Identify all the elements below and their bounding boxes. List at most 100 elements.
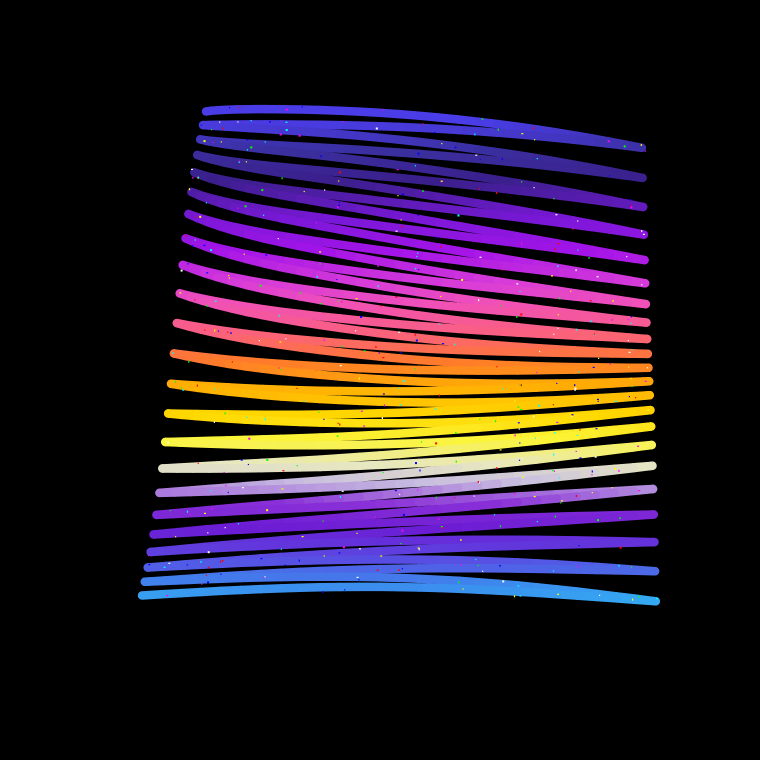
- speckle-dot: [442, 526, 444, 529]
- speckle-dot: [238, 161, 240, 163]
- speckle-dot: [611, 487, 613, 489]
- speckle-dot: [440, 295, 442, 298]
- speckle-dot: [284, 564, 286, 566]
- speckle-dot: [618, 564, 620, 567]
- speckle-dot: [627, 319, 629, 321]
- speckle-dot: [280, 369, 282, 371]
- speckle-dot: [416, 255, 418, 258]
- speckle-dot: [278, 314, 280, 317]
- speckle-dot: [204, 512, 206, 514]
- speckle-dot: [458, 581, 460, 584]
- speckle-dot: [533, 415, 535, 418]
- speckle-dot: [440, 245, 442, 248]
- speckle-dot: [477, 481, 479, 483]
- speckle-dot: [552, 470, 555, 472]
- speckle-dot: [499, 449, 502, 451]
- speckle-dot: [248, 437, 251, 440]
- speckle-dot: [499, 565, 501, 567]
- speckle-dot: [192, 245, 194, 248]
- speckle-dot: [400, 219, 402, 221]
- speckle-dot: [205, 202, 207, 204]
- speckle-dot: [479, 256, 482, 258]
- speckle-dot: [536, 158, 538, 160]
- speckle-dot: [225, 485, 227, 487]
- speckle-dot: [538, 404, 541, 407]
- speckle-dot: [337, 422, 339, 424]
- speckle-dot: [147, 554, 150, 557]
- speckle-dot: [422, 123, 424, 125]
- speckle-dot: [282, 470, 285, 472]
- speckle-dot: [379, 305, 382, 307]
- speckle-dot: [166, 595, 169, 597]
- speckle-dot: [238, 160, 241, 162]
- speckle-dot: [320, 155, 322, 158]
- speckle-dot: [285, 338, 287, 340]
- speckle-dot: [637, 445, 640, 447]
- speckle-dot: [278, 367, 280, 369]
- speckle-dot: [210, 249, 213, 252]
- speckle-dot: [301, 536, 304, 538]
- speckle-dot: [261, 189, 264, 192]
- speckle-dot: [168, 562, 171, 564]
- speckle-dot: [630, 205, 633, 207]
- speckle-dot: [474, 133, 476, 136]
- speckle-dot: [521, 181, 523, 183]
- speckle-dot: [497, 128, 499, 131]
- speckle-dot: [194, 299, 196, 301]
- speckle-dot: [401, 193, 404, 196]
- speckle-dot: [397, 387, 400, 389]
- speckle-dot: [211, 129, 213, 131]
- speckle-dot: [591, 470, 593, 473]
- speckle-dot: [415, 339, 418, 342]
- speckle-dot: [198, 176, 200, 179]
- speckle-dot: [460, 564, 462, 566]
- speckle-dot: [555, 214, 558, 216]
- speckle-dot: [188, 360, 190, 363]
- speckle-dot: [552, 404, 554, 406]
- speckle-dot: [519, 384, 522, 386]
- speckle-dot: [557, 327, 559, 329]
- speckle-dot: [219, 121, 221, 123]
- speckle-dot: [618, 469, 620, 472]
- speckle-dot: [642, 233, 645, 235]
- speckle-dot: [552, 570, 555, 572]
- speckle-dot: [501, 269, 503, 271]
- speckle-dot: [195, 216, 197, 218]
- speckle-dot: [207, 581, 210, 584]
- speckle-dot: [638, 595, 640, 598]
- speckle-dot: [475, 154, 478, 156]
- speckle-dot: [514, 493, 516, 496]
- speckle-dot: [363, 425, 366, 427]
- speckle-dot: [557, 243, 560, 245]
- speckle-dot: [598, 357, 600, 359]
- speckle-dot: [285, 121, 288, 123]
- speckle-dot: [539, 350, 541, 353]
- speckle-dot: [533, 187, 535, 189]
- speckle-dot: [630, 316, 632, 318]
- speckle-dot: [200, 124, 202, 126]
- speckle-dot: [356, 576, 359, 578]
- speckle-dot: [629, 199, 632, 201]
- speckle-dot: [536, 521, 538, 523]
- speckle-dot: [237, 207, 239, 209]
- speckle-dot: [279, 341, 282, 343]
- speckle-dot: [414, 333, 416, 336]
- speckle-dot: [627, 339, 629, 342]
- speckle-dot: [240, 459, 243, 461]
- speckle-dot: [557, 593, 560, 595]
- speckle-dot: [338, 204, 341, 206]
- speckle-dot: [641, 284, 643, 286]
- speckle-dot: [264, 141, 266, 143]
- speckle-dot: [192, 176, 194, 179]
- speckle-dot: [319, 263, 321, 265]
- speckle-dot: [228, 107, 231, 109]
- speckle-dot: [473, 495, 475, 497]
- speckle-dot: [222, 127, 224, 130]
- speckle-dot: [401, 529, 404, 532]
- speckle-dot: [611, 318, 613, 321]
- speckle-dot: [201, 583, 203, 585]
- speckle-dot: [560, 502, 562, 504]
- speckle-dot: [185, 235, 187, 237]
- speckle-dot: [607, 140, 610, 143]
- speckle-dot: [454, 343, 456, 346]
